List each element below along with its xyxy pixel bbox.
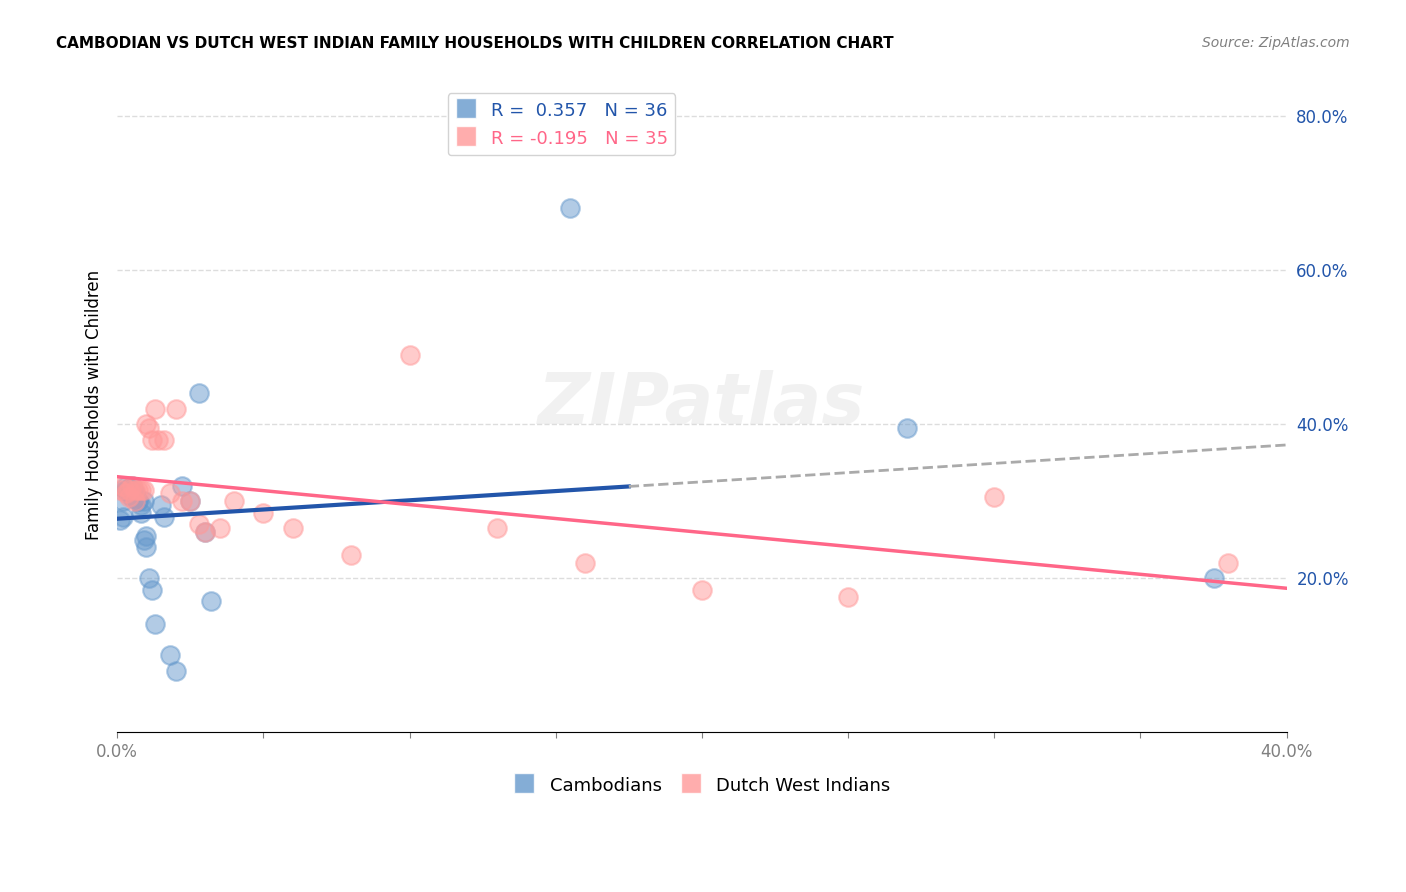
Text: ZIPatlas: ZIPatlas bbox=[538, 370, 866, 440]
Point bbox=[112, 479, 135, 493]
Point bbox=[179, 494, 201, 508]
Point bbox=[983, 490, 1005, 504]
Point bbox=[837, 591, 859, 605]
Point bbox=[159, 648, 181, 663]
Point bbox=[143, 617, 166, 632]
Point bbox=[1202, 571, 1225, 585]
Point bbox=[115, 483, 138, 497]
Point bbox=[108, 483, 131, 497]
Point bbox=[118, 483, 141, 497]
Point bbox=[138, 571, 160, 585]
Point bbox=[132, 533, 155, 547]
Point bbox=[121, 490, 143, 504]
Point bbox=[153, 509, 176, 524]
Point bbox=[574, 556, 596, 570]
Point bbox=[150, 498, 173, 512]
Point bbox=[560, 202, 582, 216]
Point bbox=[112, 509, 135, 524]
Point bbox=[188, 517, 211, 532]
Point bbox=[486, 521, 509, 535]
Point bbox=[398, 348, 420, 362]
Point bbox=[690, 582, 713, 597]
Text: CAMBODIAN VS DUTCH WEST INDIAN FAMILY HOUSEHOLDS WITH CHILDREN CORRELATION CHART: CAMBODIAN VS DUTCH WEST INDIAN FAMILY HO… bbox=[56, 36, 894, 51]
Point bbox=[135, 529, 157, 543]
Point bbox=[194, 524, 217, 539]
Point bbox=[121, 479, 143, 493]
Point bbox=[135, 417, 157, 431]
Point bbox=[143, 401, 166, 416]
Legend: Cambodians, Dutch West Indians: Cambodians, Dutch West Indians bbox=[506, 768, 897, 802]
Point bbox=[118, 483, 141, 497]
Point bbox=[118, 486, 141, 500]
Point bbox=[121, 483, 143, 497]
Point bbox=[141, 582, 163, 597]
Point bbox=[208, 521, 231, 535]
Point bbox=[121, 479, 143, 493]
Point bbox=[127, 483, 149, 497]
Point bbox=[170, 479, 193, 493]
Point bbox=[146, 433, 169, 447]
Point bbox=[127, 494, 149, 508]
Point bbox=[115, 483, 138, 497]
Point bbox=[124, 494, 146, 508]
Point bbox=[896, 421, 918, 435]
Point bbox=[108, 513, 131, 527]
Point bbox=[132, 483, 155, 497]
Point bbox=[188, 386, 211, 401]
Point bbox=[340, 548, 363, 562]
Point bbox=[179, 494, 201, 508]
Text: Source: ZipAtlas.com: Source: ZipAtlas.com bbox=[1202, 36, 1350, 50]
Point bbox=[194, 524, 217, 539]
Point bbox=[281, 521, 304, 535]
Point bbox=[165, 401, 187, 416]
Point bbox=[138, 421, 160, 435]
Point bbox=[141, 433, 163, 447]
Point bbox=[165, 664, 187, 678]
Point bbox=[124, 483, 146, 497]
Point bbox=[115, 486, 138, 500]
Point bbox=[200, 594, 222, 608]
Point bbox=[124, 486, 146, 500]
Point bbox=[115, 479, 138, 493]
Point bbox=[129, 506, 152, 520]
Point bbox=[159, 486, 181, 500]
Point bbox=[129, 483, 152, 497]
Point bbox=[118, 490, 141, 504]
Y-axis label: Family Households with Children: Family Households with Children bbox=[86, 269, 103, 540]
Point bbox=[132, 494, 155, 508]
Point bbox=[112, 494, 135, 508]
Point bbox=[129, 498, 152, 512]
Point bbox=[170, 494, 193, 508]
Point bbox=[135, 541, 157, 555]
Point bbox=[124, 490, 146, 504]
Point bbox=[127, 494, 149, 508]
Point bbox=[1216, 556, 1239, 570]
Point bbox=[252, 506, 274, 520]
Point bbox=[153, 433, 176, 447]
Point bbox=[224, 494, 246, 508]
